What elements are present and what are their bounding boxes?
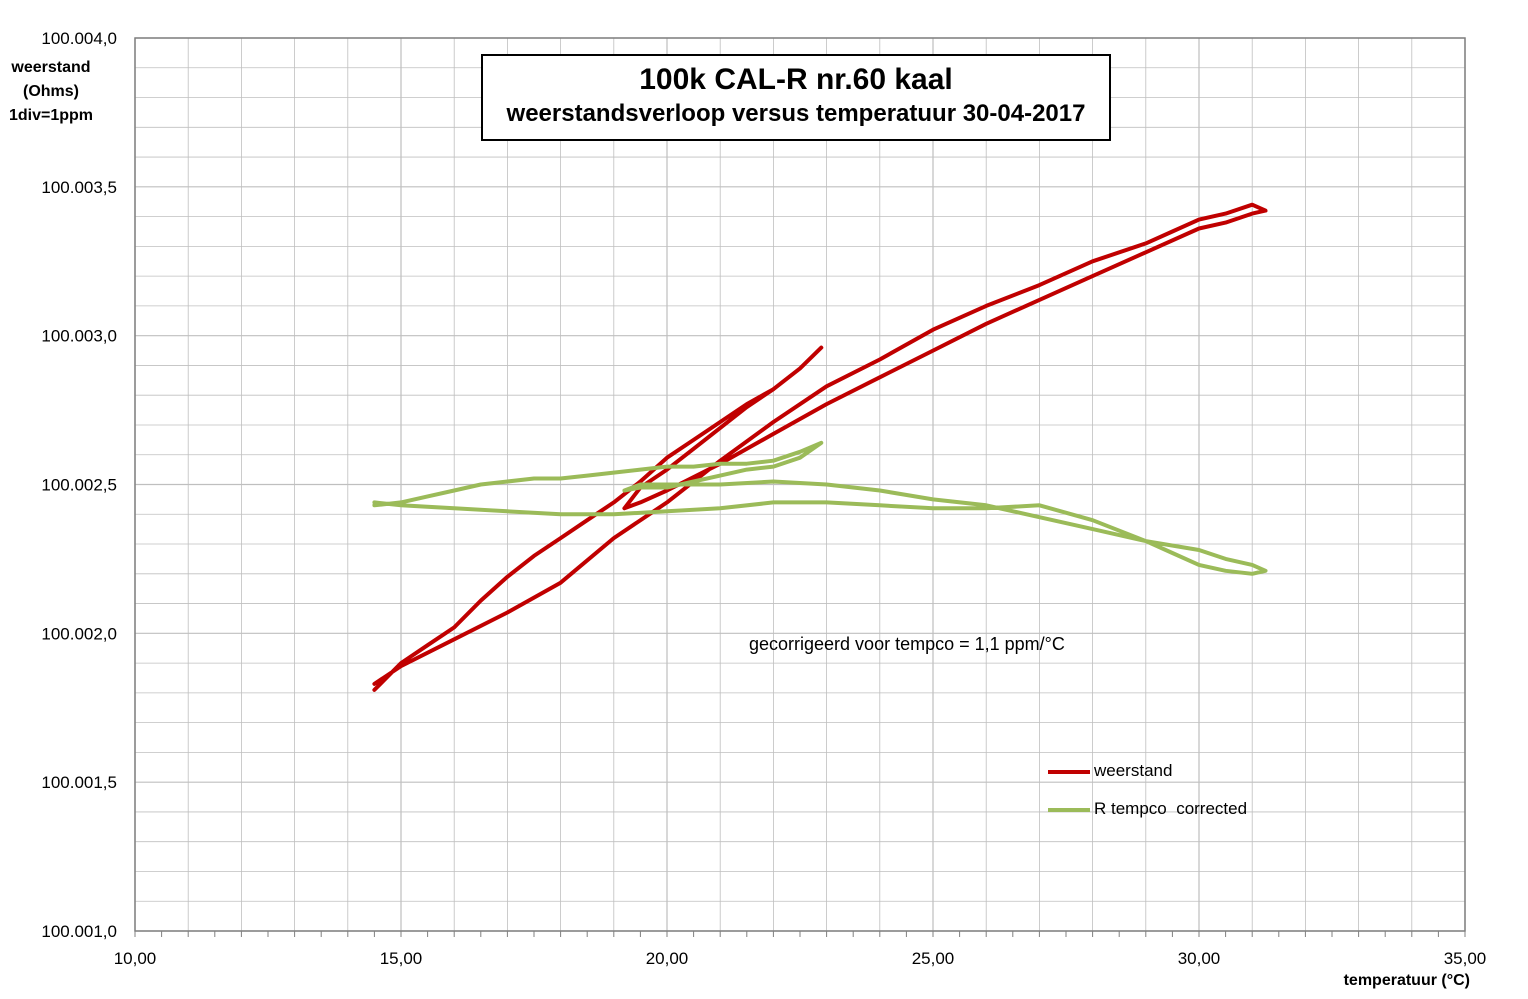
- y-tick-label: 100.003,5: [41, 178, 117, 197]
- y-axis-label-line: weerstand: [11, 59, 91, 76]
- y-tick-label: 100.002,0: [41, 624, 117, 643]
- series-lines: [372, 202, 1268, 692]
- y-axis-label-line: 1div=1ppm: [8, 107, 94, 124]
- x-axis-label: temperatuur (°C): [1343, 972, 1470, 989]
- y-tick-label: 100.001,5: [41, 773, 117, 792]
- series-line-weerstand: [372, 202, 1268, 692]
- plot-area: [134, 37, 1466, 932]
- y-tick-label: 100.004,0: [41, 29, 117, 48]
- y-tick-label: 100.002,5: [41, 476, 117, 495]
- x-tick-label: 15,00: [380, 949, 423, 968]
- chart-title-box: 100k CAL-R nr.60 kaal weerstandsverloop …: [481, 54, 1111, 141]
- chart-subtitle: weerstandsverloop versus temperatuur 30-…: [506, 100, 1086, 127]
- y-tick-label: 100.001,0: [41, 922, 117, 941]
- legend-label-weerstand: weerstand: [1094, 761, 1173, 780]
- y-axis-label-line: (Ohms): [23, 83, 79, 100]
- grid: [134, 37, 1466, 937]
- y-tick-label: 100.003,0: [41, 327, 117, 346]
- x-tick-label: 25,00: [912, 949, 955, 968]
- legend-label-corrected: R tempco corrected: [1094, 799, 1248, 818]
- x-tick-label: 30,00: [1178, 949, 1221, 968]
- x-tick-label: 20,00: [646, 949, 689, 968]
- tick-labels: 10,00 15,00 20,00 25,00 30,00 35,00 100.001,0 1…: [41, 29, 1486, 968]
- legend-lines: [1048, 770, 1090, 812]
- chart-annotation: gecorrigeerd voor tempco = 1,1 ppm/°C: [749, 634, 1065, 654]
- y-axis-label: weerstand (Ohms) 1div=1ppm: [6, 56, 96, 128]
- chart-title: 100k CAL-R nr.60 kaal: [639, 63, 953, 96]
- series-line-corrected: [372, 440, 1268, 576]
- x-tick-label: 10,00: [114, 949, 157, 968]
- x-tick-label: 35,00: [1444, 949, 1487, 968]
